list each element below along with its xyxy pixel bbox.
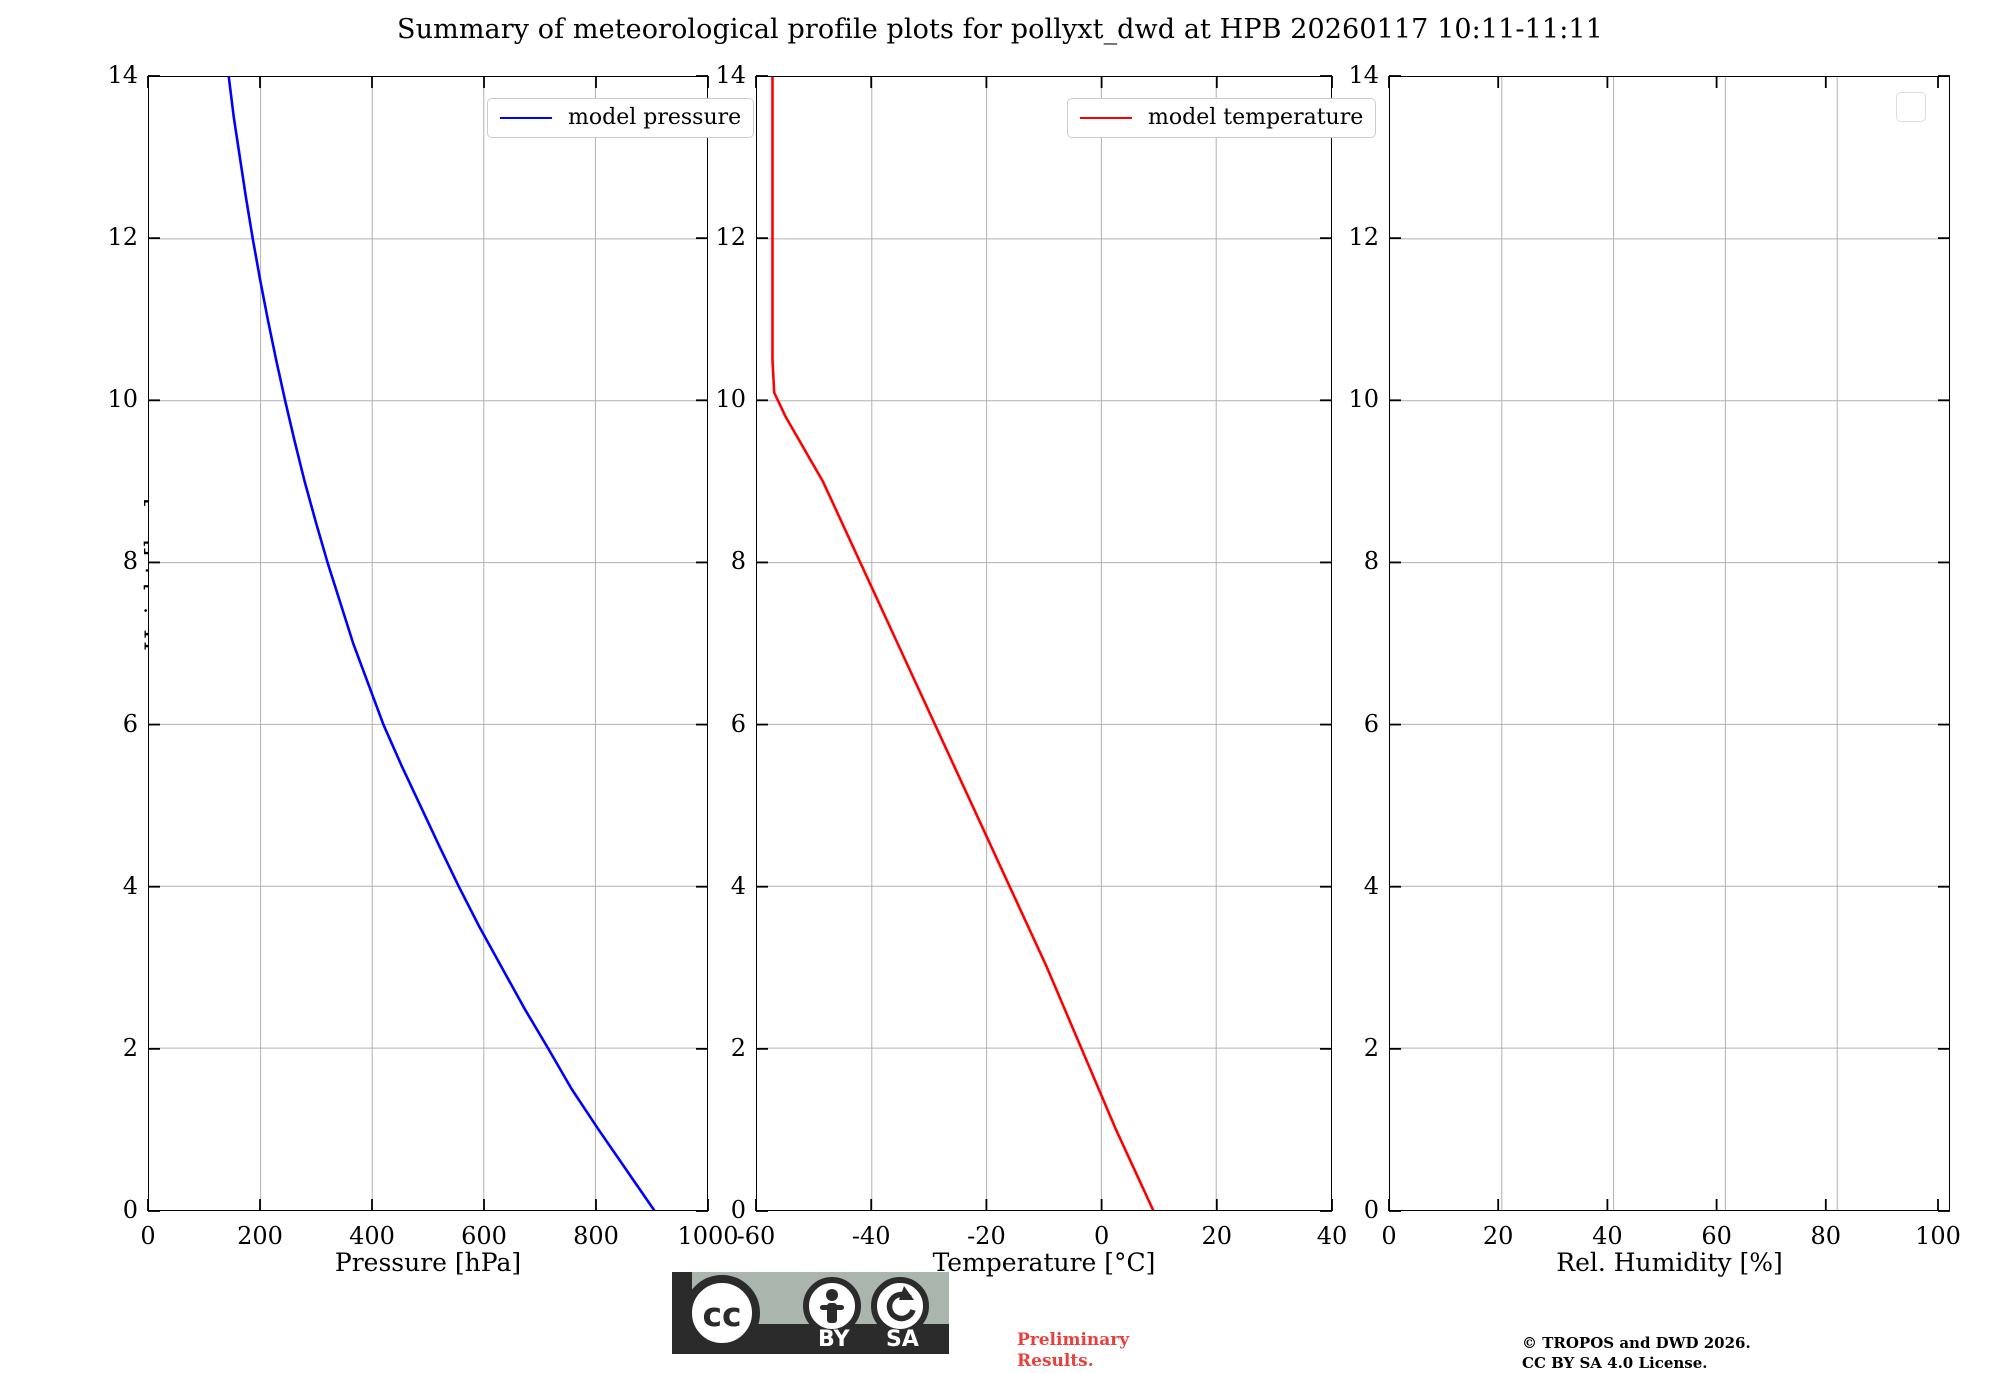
x-tick-label: 1000 xyxy=(658,1222,758,1250)
y-tick-label: 12 xyxy=(78,223,138,251)
x-tick-label: -40 xyxy=(821,1222,921,1250)
legend-label: model temperature xyxy=(1148,105,1363,130)
y-tick-label: 2 xyxy=(78,1034,138,1062)
y-tick-label: 4 xyxy=(78,872,138,900)
x-tick-label: 40 xyxy=(1282,1222,1382,1250)
y-tick-label: 14 xyxy=(78,61,138,89)
copyright-line-2: CC BY SA 4.0 License. xyxy=(1522,1354,1751,1373)
x-axis-label-pressure: Pressure [hPa] xyxy=(148,1248,708,1277)
temperature-panel xyxy=(756,76,1332,1211)
copyright-line-1: © TROPOS and DWD 2026. xyxy=(1522,1334,1751,1354)
x-axis-label-humidity: Rel. Humidity [%] xyxy=(1389,1248,1950,1277)
legend-pressure[interactable]: model pressure xyxy=(487,98,754,138)
humidity-panel xyxy=(1389,76,1950,1211)
x-tick-label: 0 xyxy=(98,1222,198,1250)
x-tick-label: 40 xyxy=(1557,1222,1657,1250)
x-tick-label: 200 xyxy=(210,1222,310,1250)
x-tick-label: 600 xyxy=(434,1222,534,1250)
y-tick-label: 8 xyxy=(78,547,138,575)
cc-by-sa-badge-icon: cc BY SA xyxy=(672,1272,949,1354)
preliminary-line-2: Results. xyxy=(1017,1351,1129,1372)
x-tick-label: 20 xyxy=(1167,1222,1267,1250)
figure-title: Summary of meteorological profile plots … xyxy=(0,14,2000,45)
x-tick-label: 400 xyxy=(322,1222,422,1250)
x-tick-label: 800 xyxy=(546,1222,646,1250)
x-tick-label: 100 xyxy=(1888,1222,1988,1250)
humidity-plot-area xyxy=(1390,77,1949,1210)
y-tick-label: 6 xyxy=(78,710,138,738)
y-tick-label: 0 xyxy=(78,1196,138,1224)
x-tick-label: 80 xyxy=(1776,1222,1876,1250)
x-tick-label: -20 xyxy=(936,1222,1036,1250)
temperature-series-line xyxy=(772,77,1153,1210)
cc-by-label: BY xyxy=(818,1327,850,1352)
pressure-panel xyxy=(148,76,708,1211)
legend-line-icon xyxy=(1080,117,1132,119)
preliminary-results-note: Preliminary Results. xyxy=(1017,1330,1129,1373)
temperature-plot-area xyxy=(757,77,1331,1210)
pressure-series-line xyxy=(224,77,654,1210)
pressure-plot-area xyxy=(149,77,707,1210)
legend-label: model pressure xyxy=(568,105,741,130)
cc-sa-label: SA xyxy=(886,1327,919,1352)
legend-humidity-empty[interactable] xyxy=(1896,92,1926,122)
legend-temperature[interactable]: model temperature xyxy=(1067,98,1376,138)
copyright-note: © TROPOS and DWD 2026. CC BY SA 4.0 Lice… xyxy=(1522,1334,1751,1373)
legend-line-icon xyxy=(500,117,552,119)
svg-text:cc: cc xyxy=(702,1295,741,1334)
y-tick-label: 10 xyxy=(78,385,138,413)
x-tick-label: 60 xyxy=(1667,1222,1767,1250)
x-tick-label: -60 xyxy=(706,1222,806,1250)
x-tick-label: 0 xyxy=(1339,1222,1439,1250)
x-tick-label: 0 xyxy=(1052,1222,1152,1250)
preliminary-line-1: Preliminary xyxy=(1017,1330,1129,1351)
x-tick-label: 20 xyxy=(1448,1222,1548,1250)
